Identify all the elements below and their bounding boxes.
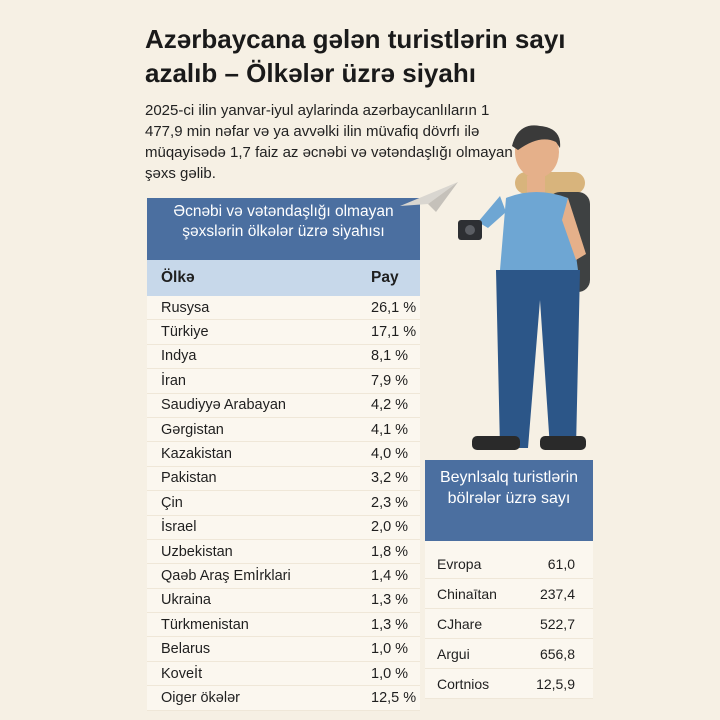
regional-table-body: Evropa 61,0 Chinaītan 237,4 CJhare 522,7 Argui… — [425, 549, 593, 699]
table-row: Cortnios 12,5,9 — [425, 669, 593, 699]
share-value-cell: 4,1 % — [371, 421, 409, 438]
country-name-cell: Saudiyyə Arabayan — [161, 397, 286, 414]
share-value-cell: 3,2 % — [371, 470, 409, 487]
share-value-cell: 1,0 % — [371, 641, 409, 658]
region-name-cell: Evropa — [437, 555, 482, 572]
country-share-table: Əcnəbi və vətəndaşlığı olmayan şəxslərin… — [147, 198, 420, 711]
table-row: Uzbekistan 1,8 % — [147, 540, 420, 565]
share-value-cell: 7,9 % — [371, 372, 409, 389]
regional-tourists-table: Beynlзalq turistlərin bölrələr üzrə sayı… — [425, 460, 593, 699]
share-value-cell: 1,3 % — [371, 616, 409, 633]
table-row: Rusysa 26,1 % — [147, 296, 420, 321]
tourist-person-icon — [458, 125, 586, 450]
column-header-share: Pay — [371, 269, 399, 286]
tourist-illustration — [400, 125, 590, 450]
share-value-cell: 1,3 % — [371, 592, 409, 609]
share-value-cell: 2,3 % — [371, 494, 409, 511]
paper-plane-icon — [400, 182, 458, 212]
country-name-cell: İran — [161, 372, 186, 389]
region-value-cell: 12,5,9 — [536, 675, 575, 692]
table-row: Belarus 1,0 % — [147, 637, 420, 662]
share-value-cell: 12,5 % — [371, 689, 417, 706]
share-value-cell: 17,1 % — [371, 324, 417, 341]
country-name-cell: Ukraina — [161, 592, 211, 609]
table-row: Chinaītan 237,4 — [425, 579, 593, 609]
country-name-cell: Belarus — [161, 641, 211, 658]
table-row: Oiger ökələr 12,5 % — [147, 686, 420, 711]
region-value-cell: 656,8 — [539, 645, 575, 662]
country-name-cell: Kazakistan — [161, 446, 232, 463]
share-value-cell: 1,0 % — [371, 665, 409, 682]
country-name-cell: Rusysa — [161, 299, 210, 316]
table-row: Çin 2,3 % — [147, 491, 420, 516]
region-value-cell: 522,7 — [539, 615, 575, 632]
region-value-cell: 237,4 — [539, 585, 575, 602]
country-name-cell: Oiger ökələr — [161, 689, 240, 706]
table-row: Türkiye 17,1 % — [147, 320, 420, 345]
table-row: Evropa 61,0 — [425, 549, 593, 579]
table-row: Argui 656,8 — [425, 639, 593, 669]
country-name-cell: Türkiye — [161, 324, 209, 341]
country-name-cell: Uzbekistan — [161, 543, 233, 560]
table-row: İran 7,9 % — [147, 369, 420, 394]
country-name-cell: Çin — [161, 494, 183, 511]
regional-table-title: Beynlзalq turistlərin bölrələr üzrə sayı — [425, 460, 593, 541]
page-title: Azərbaycana gələn turistlərin sayı azalı… — [145, 24, 566, 88]
country-name-cell: Koveİt — [161, 665, 203, 682]
country-table-body: Rusysa 26,1 % Türkiye 17,1 % Indya 8,1 % İran 7… — [147, 296, 420, 711]
intro-paragraph: 2025-ci ilin yanvar-iyul aylarinda azərb… — [145, 102, 513, 182]
table-row: Kazakistan 4,0 % — [147, 442, 420, 467]
share-value-cell: 8,1 % — [371, 348, 409, 365]
country-table-header-row: Ölkə Pay — [147, 260, 420, 296]
region-value-cell: 61,0 — [547, 555, 575, 572]
region-name-cell: CJhare — [437, 615, 483, 632]
country-name-cell: Indya — [161, 348, 197, 365]
column-header-country: Ölkə — [161, 269, 195, 286]
table-row: Türkmenistan 1,3 % — [147, 613, 420, 638]
table-row: Gərgistan 4,1 % — [147, 418, 420, 443]
table-row: Ukraina 1,3 % — [147, 589, 420, 614]
country-name-cell: Gərgistan — [161, 421, 224, 438]
share-value-cell: 2,0 % — [371, 519, 409, 536]
table-row: Koveİt 1,0 % — [147, 662, 420, 687]
table-row: Pakistan 3,2 % — [147, 467, 420, 492]
region-name-cell: Chinaītan — [437, 585, 497, 602]
region-name-cell: Cortnios — [437, 675, 490, 692]
share-value-cell: 4,2 % — [371, 397, 409, 414]
country-name-cell: Türkmenistan — [161, 616, 249, 633]
table-row: Qaəb Araş Emİrklari 1,4 % — [147, 564, 420, 589]
country-table-title: Əcnəbi və vətəndaşlığı olmayan şəxslərin… — [147, 198, 420, 260]
table-row: Indya 8,1 % — [147, 345, 420, 370]
country-name-cell: Qaəb Araş Emİrklari — [161, 567, 291, 584]
table-row: İsrael 2,0 % — [147, 516, 420, 540]
share-value-cell: 1,8 % — [371, 543, 409, 560]
table-row: CJhare 522,7 — [425, 609, 593, 639]
region-name-cell: Argui — [437, 645, 470, 662]
share-value-cell: 1,4 % — [371, 567, 409, 584]
share-value-cell: 4,0 % — [371, 446, 409, 463]
table-row: Saudiyyə Arabayan 4,2 % — [147, 394, 420, 418]
country-name-cell: Pakistan — [161, 470, 217, 487]
country-name-cell: İsrael — [161, 519, 197, 536]
share-value-cell: 26,1 % — [371, 299, 417, 316]
